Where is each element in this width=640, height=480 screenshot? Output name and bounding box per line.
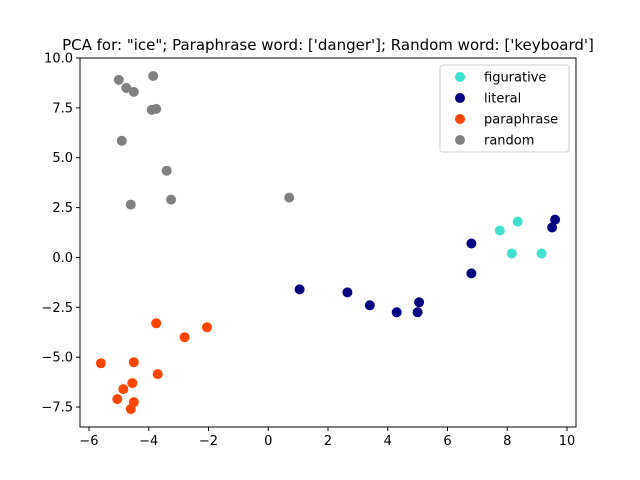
figurative-point [536,248,547,259]
random-point [161,165,172,176]
legend-items: figurative literal paraphrase random [455,71,558,149]
random-point [284,192,295,203]
random-point [121,82,132,93]
chart-title: PCA for: "ice"; Paraphrase word: ['dange… [62,36,594,54]
y-tick-label: −5.0 [41,351,73,366]
random-point [113,74,124,85]
y-tick-label: 2.5 [52,201,73,216]
random-point [166,194,177,205]
x-tick-label: −2 [199,434,218,449]
paraphrase-point [118,384,129,395]
paraphrase-point [152,369,163,380]
x-tick-label: 6 [443,434,451,449]
paraphrase-point [151,318,162,329]
figurative-point [512,216,523,227]
literal-point [466,268,477,279]
y-tick-label: 7.5 [52,101,73,116]
random-point [151,103,162,114]
random-legend-marker [455,135,465,145]
random-point [116,135,127,146]
paraphrase-point [202,322,212,333]
paraphrase-point [179,332,190,343]
literal-point [412,307,423,318]
x-tick-label: 8 [503,434,511,449]
figurative-point [506,248,517,259]
legend-frame [439,64,570,153]
points-layer [95,71,561,414]
literal-point [294,284,305,295]
y-axis-ticks: −7.5 −5.0 −2.5 0.0 2.5 5.0 7.5 10.0 [41,52,80,416]
legend: figurative literal paraphrase random [439,64,570,153]
paraphrase-point [128,357,139,368]
literal-point [391,307,402,318]
literal-point [342,287,353,298]
random-point [125,199,136,210]
paraphrase-point [127,378,138,389]
x-tick-label: −4 [139,434,158,449]
paraphrase-legend-label: paraphrase [484,113,558,128]
figurative-legend-marker [455,72,465,82]
y-tick-label: −7.5 [41,401,73,416]
literal-point [547,222,558,233]
literal-point [364,300,375,311]
x-tick-label: 4 [384,434,392,449]
x-tick-label: 2 [324,434,332,449]
paraphrase-point [112,394,123,405]
paraphrase-legend-marker [455,114,465,124]
y-tick-label: 5.0 [52,151,73,166]
x-tick-label: 10 [559,434,576,449]
y-tick-label: 0.0 [52,251,73,266]
literal-legend-marker [455,93,465,103]
literal-point [414,297,425,308]
figurative-point [494,225,505,236]
paraphrase-point [125,404,136,414]
x-tick-label: 0 [264,434,272,449]
y-tick-label: −2.5 [41,301,73,316]
literal-point [550,214,561,225]
random-point [128,86,139,97]
x-axis-ticks: −6 −4 −2 0 2 4 6 8 10 [79,427,575,449]
y-tick-label: 10.0 [44,52,73,67]
random-legend-label: random [484,134,534,149]
random-point [148,71,159,81]
x-tick-label: −6 [79,434,98,449]
paraphrase-point [95,358,106,369]
literal-legend-label: literal [484,92,521,107]
literal-point [466,238,477,249]
figurative-legend-label: figurative [484,71,546,86]
